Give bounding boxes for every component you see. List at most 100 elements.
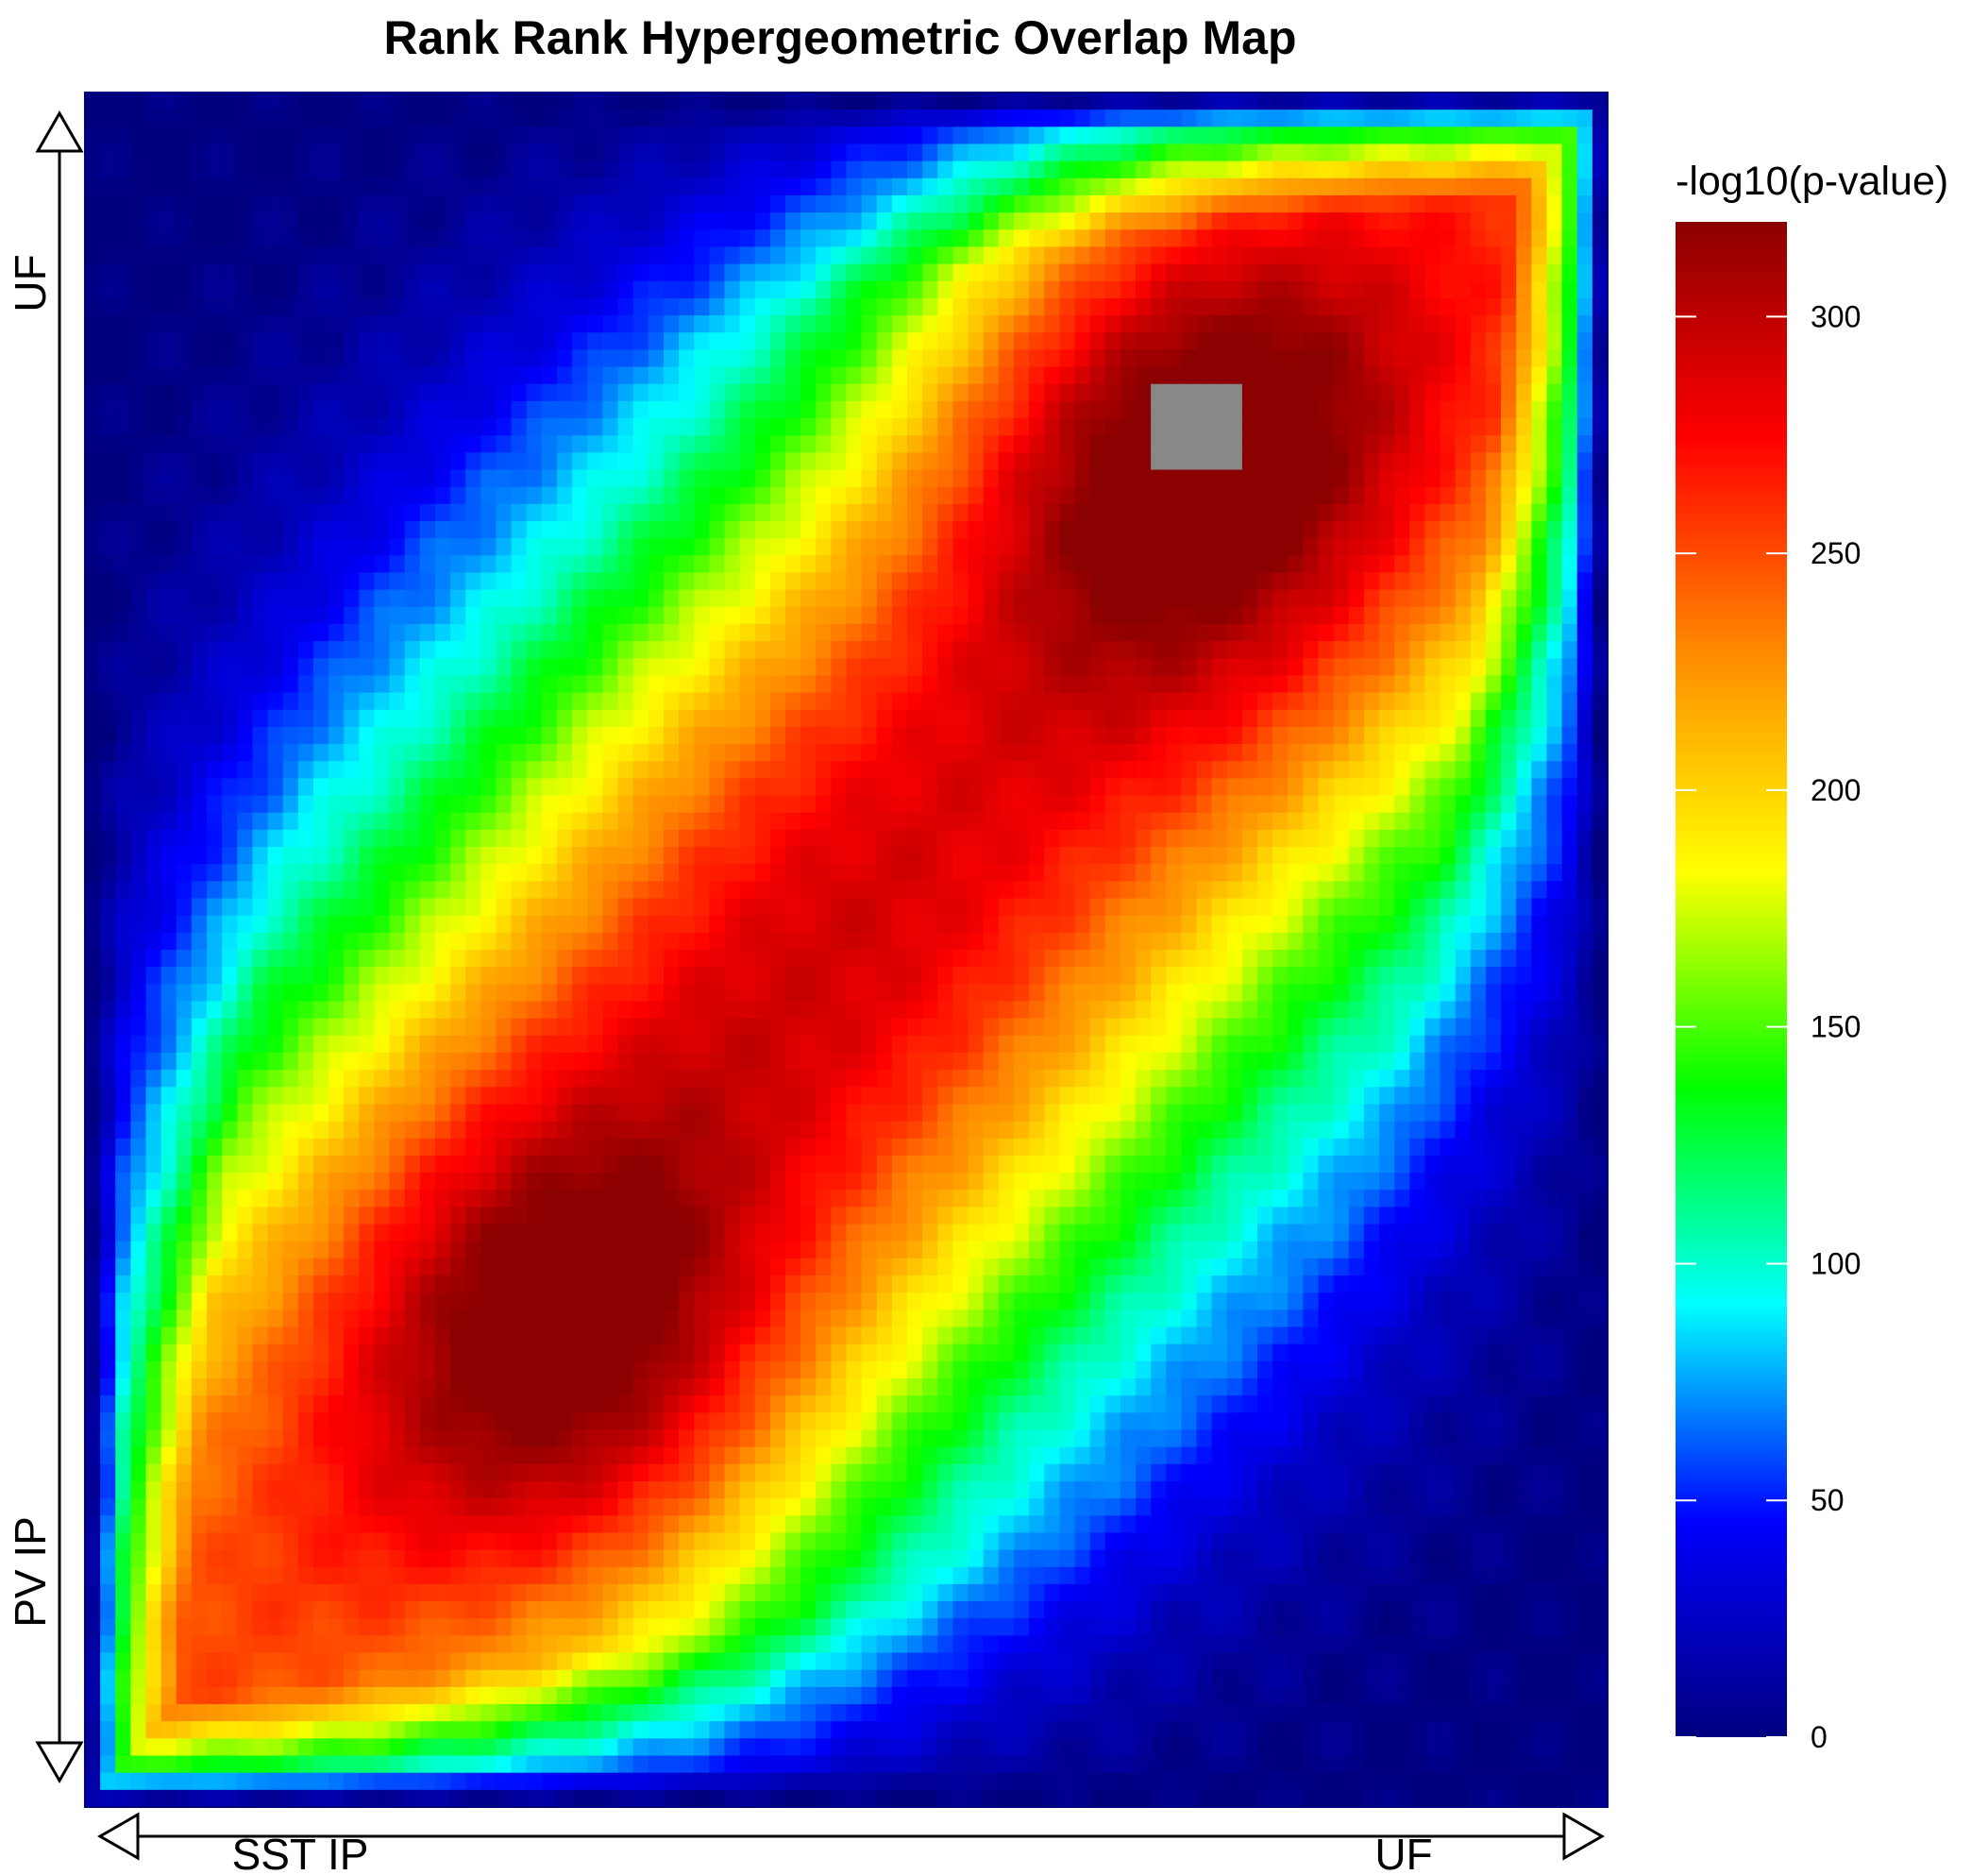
heatmap-cell bbox=[252, 469, 269, 488]
heatmap-cell bbox=[1257, 93, 1273, 110]
heatmap-cell bbox=[404, 761, 421, 779]
heatmap-cell bbox=[922, 418, 938, 436]
heatmap-cell bbox=[1394, 538, 1410, 556]
heatmap-cell bbox=[937, 915, 954, 934]
heatmap-cell bbox=[1379, 297, 1395, 316]
heatmap-cell bbox=[557, 297, 573, 316]
heatmap-cell bbox=[1151, 263, 1167, 282]
heatmap-cell bbox=[891, 726, 908, 745]
heatmap-cell bbox=[419, 246, 436, 265]
heatmap-cell bbox=[374, 194, 391, 213]
heatmap-cell bbox=[1181, 572, 1198, 591]
heatmap-cell bbox=[1363, 212, 1380, 230]
heatmap-cell bbox=[891, 315, 908, 333]
heatmap-cell bbox=[632, 778, 649, 797]
heatmap-cell bbox=[1424, 280, 1441, 299]
heatmap-cell bbox=[115, 641, 131, 659]
heatmap-cell bbox=[1104, 332, 1121, 350]
heatmap-cell bbox=[572, 503, 588, 522]
heatmap-cell bbox=[191, 263, 208, 282]
heatmap-cell bbox=[1516, 263, 1532, 282]
heatmap-cell bbox=[344, 418, 360, 436]
heatmap-cell bbox=[1029, 692, 1045, 711]
heatmap-cell bbox=[1531, 572, 1548, 591]
heatmap-cell bbox=[1424, 555, 1441, 574]
heatmap-cell bbox=[1424, 486, 1441, 505]
heatmap-cell bbox=[1044, 744, 1060, 762]
heatmap-cell bbox=[419, 127, 436, 145]
heatmap-cell bbox=[1394, 246, 1410, 265]
heatmap-cell bbox=[679, 280, 695, 299]
heatmap-cell bbox=[389, 692, 406, 711]
heatmap-cell bbox=[1546, 795, 1563, 814]
heatmap-cell bbox=[876, 606, 893, 625]
heatmap-cell bbox=[1089, 898, 1106, 917]
heatmap-cell bbox=[145, 521, 162, 539]
heatmap-cell bbox=[511, 229, 528, 248]
heatmap-cell bbox=[359, 898, 376, 917]
heatmap-cell bbox=[1166, 538, 1182, 556]
heatmap-cell bbox=[800, 761, 817, 779]
heatmap-cell bbox=[1318, 383, 1335, 402]
heatmap-cell bbox=[1044, 881, 1060, 900]
heatmap-cell bbox=[1166, 641, 1182, 659]
heatmap-cell bbox=[632, 761, 649, 779]
heatmap-cell bbox=[237, 847, 254, 865]
heatmap-cell bbox=[952, 538, 969, 556]
heatmap-cell bbox=[1029, 641, 1045, 659]
heatmap-cell bbox=[1211, 538, 1228, 556]
heatmap-cell bbox=[1272, 623, 1289, 642]
heatmap-cell bbox=[998, 486, 1015, 505]
heatmap-cell bbox=[1394, 297, 1410, 316]
heatmap-cell bbox=[937, 349, 954, 368]
heatmap-cell bbox=[1241, 177, 1258, 196]
heatmap-cell bbox=[876, 726, 893, 745]
heatmap-cell bbox=[861, 383, 878, 402]
heatmap-cell bbox=[496, 829, 513, 848]
heatmap-cell bbox=[1576, 93, 1593, 110]
heatmap-cell bbox=[617, 452, 634, 471]
heatmap-cell bbox=[1379, 452, 1395, 471]
heatmap-cell bbox=[572, 144, 588, 162]
heatmap-cell bbox=[709, 692, 726, 711]
heatmap-cell bbox=[557, 418, 573, 436]
heatmap-cell bbox=[1089, 212, 1106, 230]
heatmap-cell bbox=[85, 110, 101, 127]
heatmap-cell bbox=[252, 127, 269, 145]
heatmap-cell bbox=[1470, 315, 1487, 333]
heatmap-cell bbox=[617, 194, 634, 213]
heatmap-cell bbox=[480, 623, 497, 642]
heatmap-cell bbox=[1029, 623, 1045, 642]
heatmap-cell bbox=[237, 435, 254, 453]
heatmap-cell bbox=[587, 726, 604, 745]
heatmap-cell bbox=[952, 160, 969, 179]
heatmap-cell bbox=[1409, 744, 1426, 762]
heatmap-cell bbox=[648, 538, 665, 556]
heatmap-cell bbox=[1348, 726, 1365, 745]
heatmap-cell bbox=[1211, 452, 1228, 471]
heatmap-cell bbox=[176, 160, 193, 179]
heatmap-cell bbox=[952, 795, 969, 814]
heatmap-cell bbox=[100, 194, 116, 213]
heatmap-cell bbox=[769, 332, 786, 350]
heatmap-cell bbox=[130, 521, 147, 539]
heatmap-cell bbox=[450, 263, 466, 282]
heatmap-cell bbox=[100, 486, 116, 505]
heatmap-cell bbox=[831, 144, 848, 162]
heatmap-cell bbox=[1226, 898, 1243, 917]
heatmap-cell bbox=[160, 127, 177, 145]
heatmap-cell bbox=[891, 898, 908, 917]
heatmap-cell bbox=[1226, 623, 1243, 642]
heatmap-cell bbox=[450, 280, 466, 299]
heatmap-cell bbox=[1592, 144, 1609, 162]
heatmap-cell bbox=[663, 572, 680, 591]
heatmap-cell bbox=[998, 744, 1015, 762]
heatmap-cell bbox=[222, 744, 238, 762]
heatmap-cell bbox=[754, 521, 771, 539]
heatmap-cell bbox=[1333, 366, 1350, 385]
heatmap-cell bbox=[1059, 418, 1076, 436]
heatmap-cell bbox=[526, 538, 543, 556]
heatmap-cell bbox=[1409, 280, 1426, 299]
heatmap-cell bbox=[983, 383, 1000, 402]
heatmap-cell bbox=[496, 881, 513, 900]
